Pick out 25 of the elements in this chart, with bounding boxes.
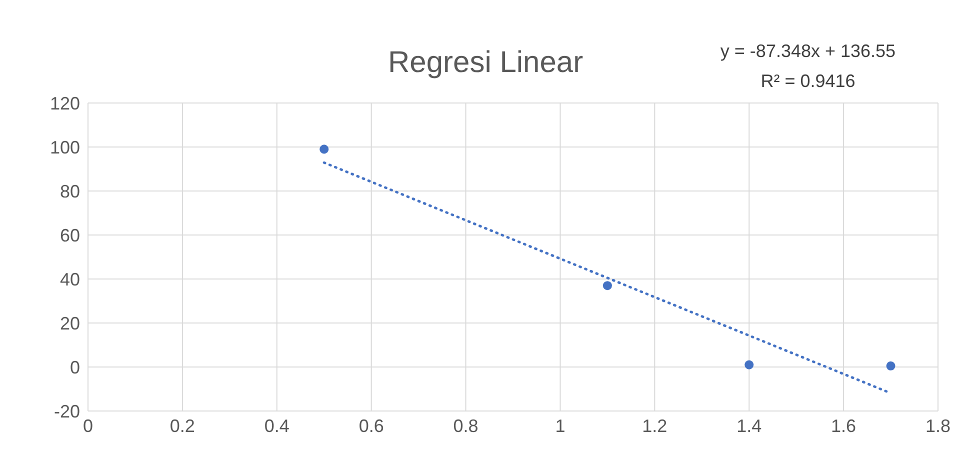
text: y = -87.348x + 136.55: [719, 40, 897, 63]
text: R² = 0.9416: [760, 70, 856, 93]
x-tick-label: 1.8: [925, 416, 951, 436]
x-tick-label: 0.4: [264, 416, 290, 436]
point: [886, 361, 896, 370]
x-tick-label: 0: [82, 416, 94, 436]
y-tick-label: 0: [70, 357, 80, 378]
point: [744, 360, 754, 370]
y-tick-label: 100: [50, 137, 80, 158]
point: [602, 281, 612, 290]
point: [320, 144, 329, 154]
y-tick-label: 80: [60, 181, 80, 202]
x-tick-label: 0.8: [453, 416, 478, 436]
y-tick-label: 60: [60, 225, 80, 246]
x-tick-label: 0.2: [170, 416, 195, 436]
x-tick-label: 0.6: [358, 416, 384, 436]
chart-title: Regresi Linear: [388, 46, 584, 80]
y-tick-label: -20: [54, 401, 80, 422]
x-tick-label: 1.6: [831, 416, 856, 436]
y-tick-label: 40: [60, 269, 80, 290]
y-tick-label: 120: [50, 93, 80, 114]
x-tick-label: 1.2: [642, 416, 668, 436]
x-tick-label: 1.4: [736, 416, 762, 436]
y-tick-label: 20: [60, 313, 80, 334]
x-tick-label: 1: [555, 416, 566, 436]
